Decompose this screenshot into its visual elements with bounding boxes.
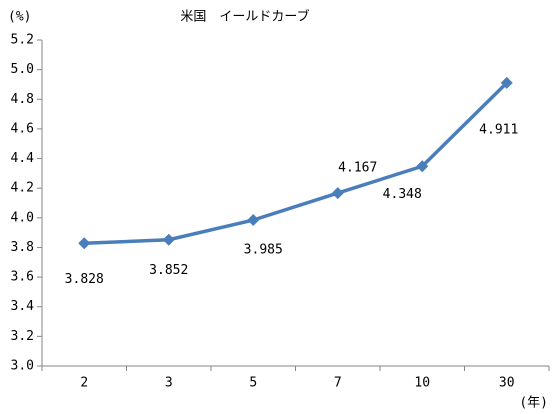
y-tick-label: 4.4 <box>11 151 35 166</box>
data-point <box>247 214 260 227</box>
data-point <box>500 76 513 89</box>
y-tick-label: 5.2 <box>11 33 34 48</box>
x-tick-label: 7 <box>334 376 342 391</box>
y-tick-label: 4.8 <box>11 92 34 107</box>
data-label: 4.167 <box>338 161 377 176</box>
data-point <box>416 160 429 173</box>
x-tick-label: 30 <box>499 376 515 391</box>
y-tick-label: 3.4 <box>11 299 35 314</box>
data-label: 3.852 <box>149 263 188 278</box>
data-point <box>78 237 91 250</box>
chart-title: 米国 イールドカーブ <box>180 9 309 25</box>
x-tick-label: 3 <box>165 376 173 391</box>
data-label: 3.828 <box>65 272 104 287</box>
y-tick-label: 3.2 <box>11 329 34 344</box>
data-point <box>162 233 175 246</box>
data-label: 4.348 <box>383 187 422 202</box>
y-tick-label: 4.0 <box>11 210 34 225</box>
y-tick-label: 4.6 <box>11 121 34 136</box>
y-tick-label: 3.8 <box>11 240 34 255</box>
x-tick-label: 2 <box>80 376 88 391</box>
y-tick-label: 5.0 <box>11 62 34 77</box>
data-point <box>331 187 344 200</box>
y-axis-label: (%) <box>8 10 31 25</box>
x-tick-label: 5 <box>249 376 257 391</box>
series-line <box>84 81 508 246</box>
data-label: 4.911 <box>479 122 518 137</box>
y-tick-label: 3.6 <box>11 270 34 285</box>
y-tick-label: 4.2 <box>11 181 34 196</box>
y-tick-label: 3.0 <box>11 359 34 374</box>
data-label: 3.985 <box>244 243 283 258</box>
x-tick-label: 10 <box>414 376 430 391</box>
x-axis-label: (年) <box>519 396 548 411</box>
